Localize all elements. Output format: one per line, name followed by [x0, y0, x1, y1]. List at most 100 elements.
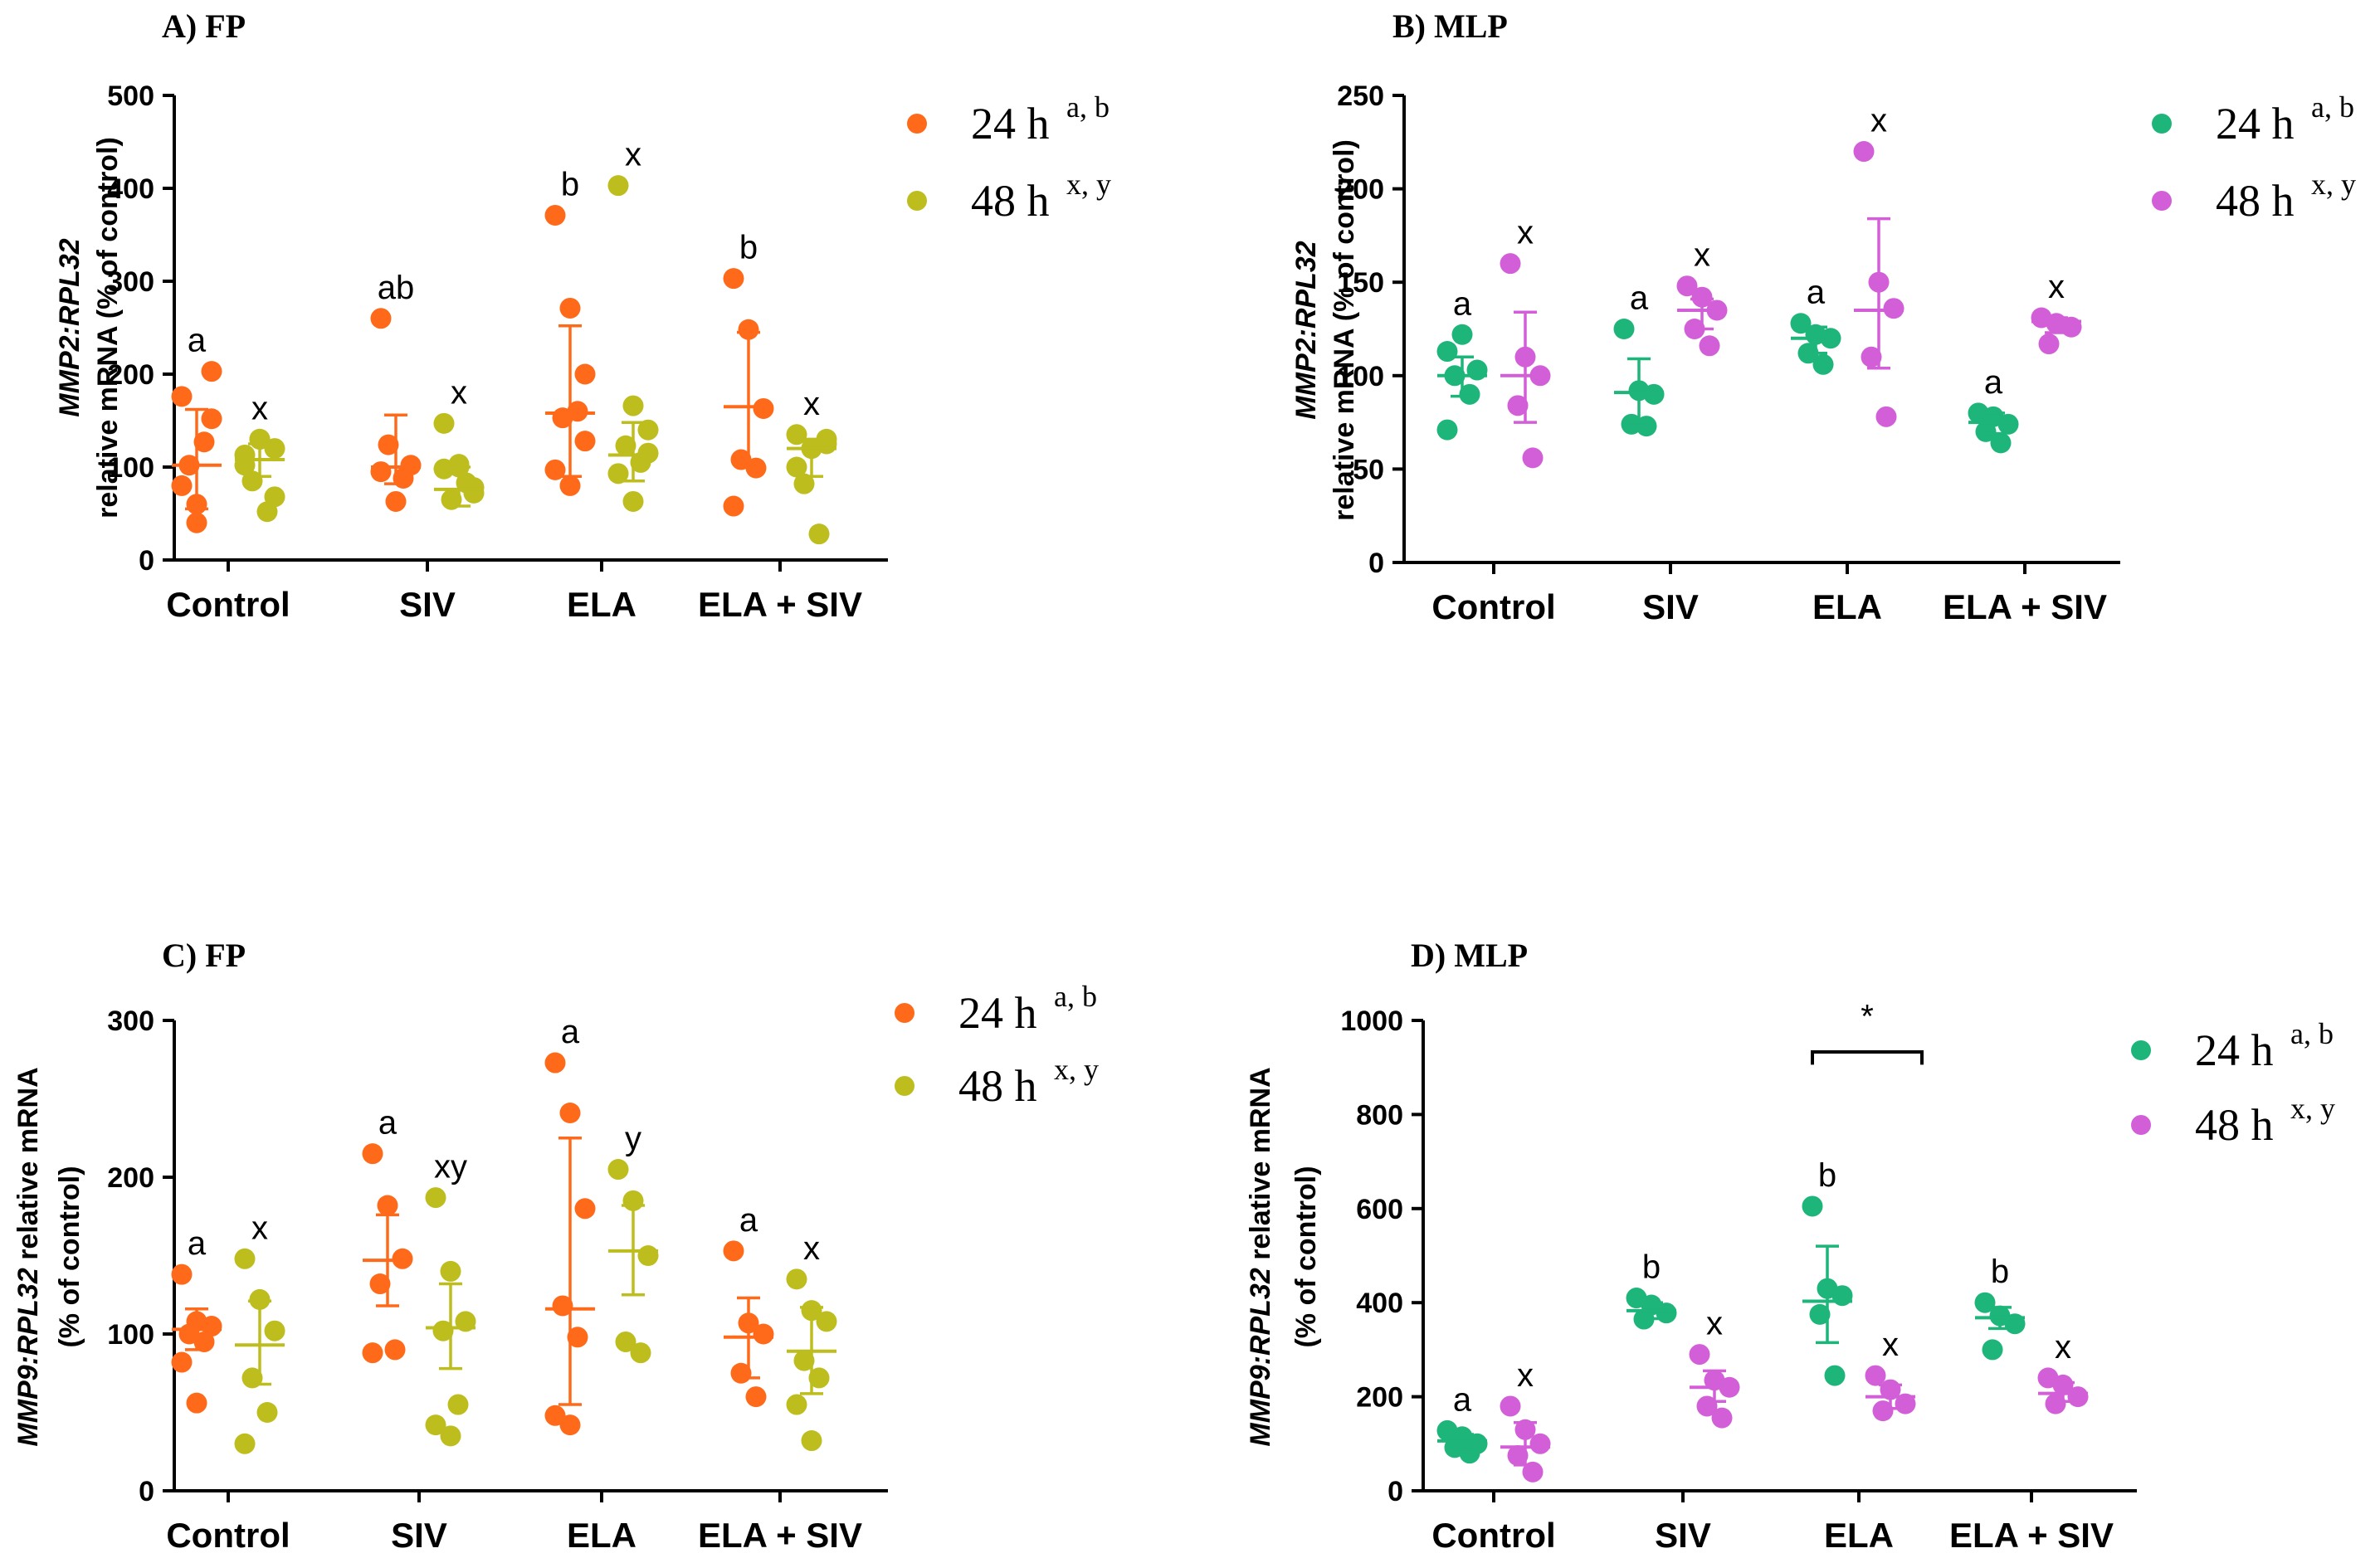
data-point [1990, 432, 2012, 454]
data-point [171, 475, 193, 496]
panel-b-xtick-ela-siv: ELA + SIV [1943, 587, 2107, 626]
data-point [801, 1430, 822, 1452]
data-point [1812, 353, 1834, 375]
panel-a-xtick-siv: SIV [399, 585, 456, 624]
panel-a-ytick-label: 200 [107, 359, 154, 391]
significance-letter: x [625, 137, 641, 173]
data-point [1861, 346, 1882, 368]
panel-b-ytick-label: 250 [1337, 80, 1384, 112]
data-point [1824, 1365, 1846, 1386]
significance-letter: x [1694, 237, 1710, 274]
data-point [607, 463, 629, 484]
significance-letter: x [1870, 103, 1887, 139]
data-point [234, 444, 256, 465]
data-point [377, 1195, 398, 1216]
significance-letter: a [188, 1225, 207, 1262]
panel-d-ytick-label: 200 [1356, 1382, 1403, 1414]
legend-marker [907, 114, 927, 134]
data-point [201, 1316, 222, 1337]
data-point [234, 1248, 256, 1269]
panel-a-ylabel: MMP2:RPL32 relative mRNA (% of control) [54, 137, 124, 519]
data-point [786, 456, 807, 478]
legend-marker [895, 1076, 914, 1096]
data-point [1436, 419, 1458, 441]
panel-d-xtick-ela-siv: ELA + SIV [1949, 1516, 2114, 1555]
ylabel-gene: MMP9:RPL32 [1245, 1268, 1276, 1446]
panel-c-ytick-label: 0 [139, 1476, 154, 1507]
data-point [544, 204, 566, 226]
data-point [1802, 1195, 1823, 1217]
panel-a-xtick-ela-siv: ELA + SIV [698, 585, 862, 624]
data-point [186, 1392, 207, 1414]
significance-letter: x [803, 1230, 820, 1267]
data-point [1809, 1303, 1831, 1325]
data-point [1975, 421, 1997, 442]
significance-letter: b [1818, 1157, 1836, 1194]
panel-c-ytick-label: 300 [107, 1005, 154, 1037]
data-point [171, 1351, 193, 1373]
data-point [723, 268, 744, 290]
data-point [1500, 253, 1521, 275]
data-point [385, 490, 407, 512]
significance-letter: x [451, 374, 467, 411]
data-point [637, 419, 659, 441]
legend-label: 24 h [958, 988, 1037, 1038]
significance-letter: a [1453, 285, 1472, 322]
data-point [201, 361, 222, 382]
panel-c-ytick-label: 100 [107, 1319, 154, 1351]
panel-a-ytick-label: 400 [107, 173, 154, 205]
legend-superscript: a, b [1054, 980, 1097, 1013]
panel-b-xtick-control: Control [1431, 587, 1555, 626]
data-point [552, 1295, 573, 1317]
data-point [370, 461, 392, 483]
data-point [637, 1245, 659, 1266]
panel-c-title: C) FP [162, 937, 246, 974]
panel-d-ytick-label: 0 [1388, 1476, 1403, 1507]
panel-c-ylabel-line1: MMP9:RPL32 relative mRNA [12, 1067, 44, 1446]
data-point [559, 1103, 581, 1124]
data-point [1875, 406, 1897, 427]
legend-marker [895, 1003, 914, 1023]
data-point [193, 431, 215, 453]
panel-b-ytick-label: 100 [1337, 361, 1384, 392]
significance-bracket [1811, 1050, 1924, 1065]
significance-letter: a [1807, 275, 1826, 311]
legend-superscript: x, y [2290, 1092, 2335, 1125]
data-point [622, 490, 644, 512]
legend-superscript: a, b [1066, 90, 1110, 124]
data-point [1982, 1339, 2003, 1361]
data-point [1613, 319, 1635, 339]
data-point [544, 1052, 566, 1074]
data-point [574, 431, 596, 452]
data-point [425, 1187, 446, 1209]
data-point [2045, 1393, 2066, 1414]
data-point [607, 1159, 629, 1181]
panel-a-ytick-label: 100 [107, 452, 154, 484]
panel-c-ylabel-line2: (% of control) [54, 1166, 85, 1347]
data-point [745, 1386, 767, 1408]
panel-d-title: D) MLP [1411, 937, 1528, 974]
panel-c: C) FP 0 100 200 300 Control SIV ELA ELA + SIV MMP… [12, 937, 1099, 1555]
ylabel-gene: MMP9:RPL32 [12, 1268, 44, 1446]
panel-a-xtick-control: Control [166, 585, 290, 624]
data-point [793, 1350, 815, 1371]
panel-b-title: B) MLP [1392, 7, 1508, 45]
significance-letter: x [251, 390, 268, 426]
legend-label: 48 h [2195, 1100, 2274, 1150]
data-point [440, 1260, 461, 1282]
panel-a-ytick-label: 500 [107, 80, 154, 112]
significance-letter: b [561, 166, 579, 202]
data-point [738, 319, 759, 340]
panel-b-xtick-ela: ELA [1812, 587, 1882, 626]
data-point [723, 1240, 744, 1262]
data-point [249, 1288, 271, 1310]
data-point [786, 1268, 807, 1290]
legend-superscript: x, y [2311, 168, 2356, 201]
data-point [1691, 286, 1713, 308]
panel-a-series-48h: x x x x [234, 137, 837, 545]
data-point [256, 1402, 278, 1423]
ylabel-text: relative mRNA (% of control) [1329, 139, 1360, 521]
legend-label: 48 h [958, 1061, 1037, 1111]
data-point [201, 408, 222, 430]
